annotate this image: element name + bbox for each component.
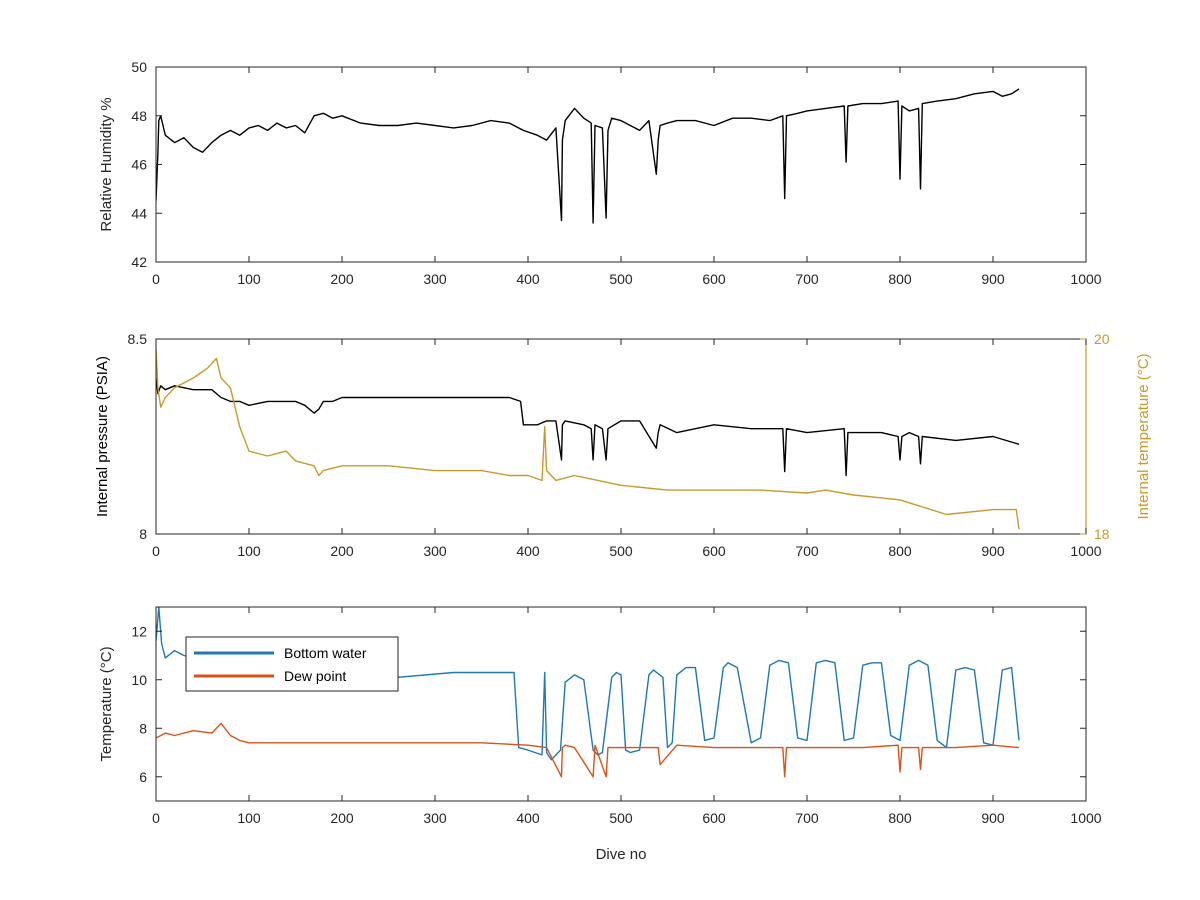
pressure-temperature-panel: 0 100 200 300 400 500 600 700 800 900 1000 8 8.5 18 20…	[94, 331, 1152, 559]
x-tick-label: 400	[516, 271, 540, 287]
y-tick-label: 6	[139, 769, 147, 785]
x-tick-label: 700	[795, 271, 819, 287]
x-tick-label: 700	[795, 543, 819, 559]
x-tick-label: 400	[516, 810, 540, 826]
x-tick-label: 0	[152, 271, 160, 287]
x-tick-label: 0	[152, 810, 160, 826]
y-tick-label: 48	[131, 108, 147, 124]
temperature-y-axis-label: Temperature (°C)	[98, 646, 115, 761]
x-tick-label: 600	[702, 810, 726, 826]
x-tick-label: 900	[981, 271, 1005, 287]
y2-tick-label: 18	[1094, 526, 1110, 542]
y-tick-label: 46	[131, 157, 147, 173]
y-tick-label: 10	[131, 672, 147, 688]
x-tick-label: 500	[609, 271, 633, 287]
x-tick-label: 300	[423, 810, 447, 826]
x-tick-label: 300	[423, 543, 447, 559]
legend-entry-label: Dew point	[284, 668, 346, 684]
legend-entry-label: Bottom water	[284, 645, 367, 661]
x-tick-label: 800	[888, 271, 912, 287]
dew-point-series-line	[156, 722, 1020, 778]
pressure-y-axis-label: Internal pressure (PSIA)	[94, 356, 111, 517]
x-tick-label: 100	[237, 271, 261, 287]
x-tick-label: 900	[981, 543, 1005, 559]
x-tick-label: 1000	[1070, 271, 1101, 287]
x-tick-label: 200	[330, 271, 354, 287]
humidity-panel: 0 100 200 300 400 500 600 700 800 900 1000 42 44 46 48…	[98, 59, 1102, 287]
x-tick-label: 500	[609, 810, 633, 826]
x-tick-label: 0	[152, 543, 160, 559]
y-tick-label: 42	[131, 254, 147, 270]
internal-temperature-axis-label: Internal temperature (°C)	[1135, 353, 1152, 519]
x-tick-label: 900	[981, 810, 1005, 826]
x-tick-label: 400	[516, 543, 540, 559]
x-tick-label: 1000	[1070, 543, 1101, 559]
relative-humidity-series-line	[156, 88, 1020, 224]
x-tick-label: 600	[702, 543, 726, 559]
x-axis-label: Dive no	[596, 846, 647, 863]
x-tick-label: 300	[423, 271, 447, 287]
x-tick-label: 600	[702, 271, 726, 287]
x-tick-label: 200	[330, 810, 354, 826]
internal-temperature-series-line	[156, 348, 1020, 530]
x-tick-label: 100	[237, 810, 261, 826]
x-tick-label: 1000	[1070, 810, 1101, 826]
temperature-panel: 0 100 200 300 400 500 600 700 800 900 1000 6 8 10 12 Te…	[98, 606, 1102, 863]
x-tick-label: 800	[888, 543, 912, 559]
x-tick-label: 200	[330, 543, 354, 559]
legend: Bottom water Dew point	[185, 636, 399, 692]
humidity-y-axis-label: Relative Humidity %	[98, 97, 115, 231]
bottom-water-series-line	[156, 607, 1020, 761]
x-tick-label: 100	[237, 543, 261, 559]
y-tick-label: 50	[131, 59, 147, 75]
y-tick-label: 8.5	[128, 331, 148, 347]
y-tick-label: 44	[131, 205, 147, 221]
y-tick-label: 8	[139, 720, 147, 736]
internal-pressure-series-line	[156, 377, 1020, 477]
y-tick-label: 12	[131, 623, 147, 639]
y2-tick-label: 20	[1094, 331, 1110, 347]
x-tick-label: 800	[888, 810, 912, 826]
legend-box	[185, 636, 399, 692]
x-tick-label: 700	[795, 810, 819, 826]
y-tick-label: 8	[139, 526, 147, 542]
x-tick-label: 500	[609, 543, 633, 559]
